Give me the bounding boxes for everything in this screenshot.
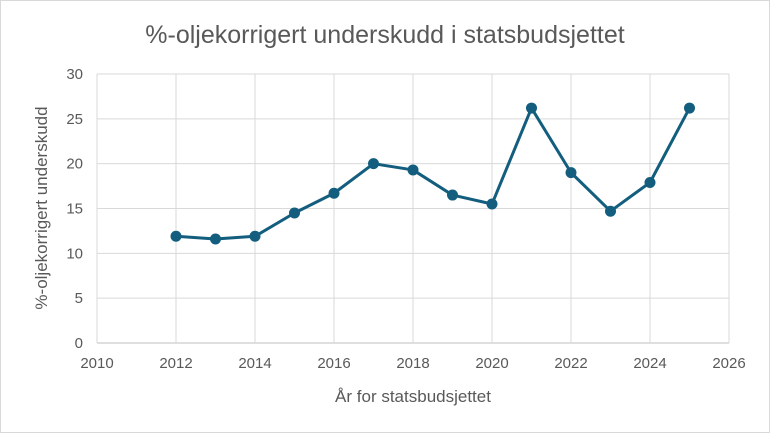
x-tick-label: 2018 bbox=[396, 355, 429, 372]
y-axis-label: %-oljekorrigert underskudd bbox=[32, 106, 51, 309]
y-tick-label: 15 bbox=[66, 201, 83, 218]
y-tick-label: 0 bbox=[75, 335, 83, 352]
series-line bbox=[175, 106, 691, 241]
y-tick-label: 20 bbox=[66, 156, 83, 173]
data-point bbox=[407, 164, 419, 176]
x-tick-label: 2026 bbox=[712, 355, 745, 372]
data-point bbox=[644, 176, 656, 188]
data-point bbox=[328, 187, 340, 199]
x-tick-label: 2012 bbox=[159, 355, 192, 372]
data-point bbox=[368, 158, 379, 170]
y-tick-label: 25 bbox=[66, 111, 83, 128]
data-point bbox=[210, 233, 221, 245]
x-axis-label: År for statsbudsjettet bbox=[335, 387, 491, 406]
x-tick-label: 2024 bbox=[633, 355, 666, 372]
x-tick-label: 2020 bbox=[475, 355, 508, 372]
x-tick-label: 2022 bbox=[554, 355, 587, 372]
data-point bbox=[447, 189, 458, 201]
data-point bbox=[526, 102, 537, 114]
data-point bbox=[565, 167, 577, 179]
y-tick-label: 30 bbox=[66, 66, 83, 83]
data-point bbox=[605, 205, 616, 217]
chart-title: %-oljekorrigert underskudd i statsbudsje… bbox=[145, 21, 624, 49]
x-tick-label: 2010 bbox=[80, 355, 113, 372]
data-point bbox=[684, 102, 695, 114]
data-point bbox=[289, 207, 300, 219]
data-point bbox=[486, 198, 498, 210]
y-tick-label: 10 bbox=[66, 245, 83, 262]
data-point bbox=[170, 230, 182, 242]
x-tick-label: 2016 bbox=[317, 355, 350, 372]
y-tick-label: 5 bbox=[75, 290, 83, 307]
x-tick-label: 2014 bbox=[238, 355, 271, 372]
data-point bbox=[249, 230, 261, 242]
